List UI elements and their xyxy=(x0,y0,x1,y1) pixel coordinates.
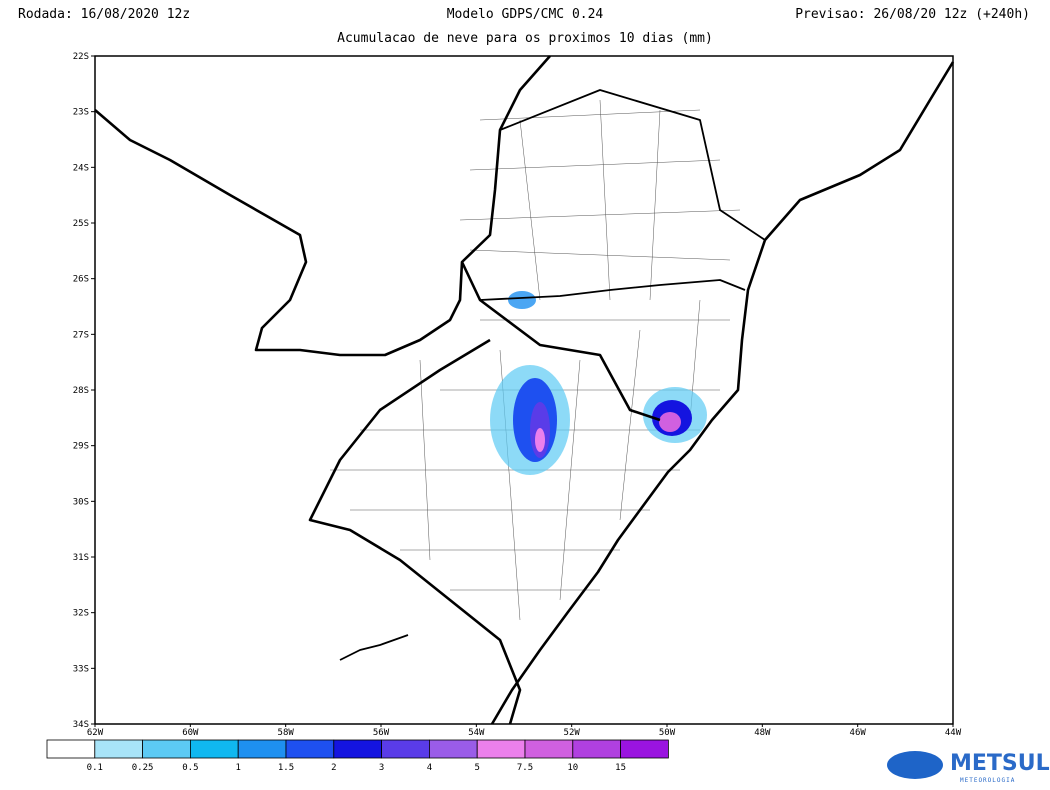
lat-label: 27S xyxy=(73,330,89,340)
lat-label: 23S xyxy=(73,108,89,118)
lon-label: 46W xyxy=(850,728,867,738)
lat-label: 22S xyxy=(73,52,89,62)
forecast-label: Previsao: 26/08/20 12z (+240h) xyxy=(795,7,1030,22)
colorbar-box xyxy=(524,739,574,759)
run-label: Rodada: 16/08/2020 12z xyxy=(18,7,190,22)
state-border xyxy=(479,279,746,301)
lagoon xyxy=(339,634,409,661)
colorbar-box xyxy=(381,739,430,759)
colorbar-box xyxy=(285,739,335,759)
lat-label: 30S xyxy=(73,497,89,507)
snow-area xyxy=(535,428,545,452)
lon-label: 56W xyxy=(373,728,390,738)
lat-label: 33S xyxy=(73,664,89,674)
lon-label: 60W xyxy=(182,728,199,738)
colorbar-box xyxy=(428,739,478,759)
lat-label: 25S xyxy=(73,219,89,229)
colorbar-label: 0.1 xyxy=(87,763,103,773)
snow-area xyxy=(659,412,681,432)
logo-globe xyxy=(887,751,943,779)
colorbar-box xyxy=(620,739,669,759)
snow-area xyxy=(508,291,536,309)
lon-label: 52W xyxy=(564,728,581,738)
colorbar-box xyxy=(142,739,191,759)
colorbar-label: 10 xyxy=(567,763,578,773)
lat-label: 29S xyxy=(73,442,89,452)
logo: METSUL METEOROLOGIA xyxy=(887,751,1050,784)
colorbar-box xyxy=(189,739,239,759)
colorbar-box xyxy=(572,739,621,759)
subtitle: Acumulacao de neve para os proximos 10 d… xyxy=(337,31,713,46)
coastline xyxy=(490,61,955,725)
colorbar-label: 1 xyxy=(235,763,240,773)
lon-label: 44W xyxy=(945,728,962,738)
lon-label: 62W xyxy=(87,728,104,738)
colorbar-box xyxy=(237,739,287,759)
model-label: Modelo GDPS/CMC 0.24 xyxy=(447,7,604,22)
national-border xyxy=(460,261,661,422)
lon-label: 54W xyxy=(468,728,485,738)
lat-label: 28S xyxy=(73,386,89,396)
colorbar-box xyxy=(94,739,144,759)
national-border xyxy=(94,55,551,357)
state-border xyxy=(499,89,766,241)
colorbar-label: 1.5 xyxy=(278,763,294,773)
colorbar-label: 0.5 xyxy=(182,763,198,773)
colorbar-label: 15 xyxy=(615,763,626,773)
lon-label: 58W xyxy=(278,728,295,738)
logo-name: METSUL xyxy=(950,751,1050,776)
lat-label: 26S xyxy=(73,275,89,285)
lon-label: 48W xyxy=(754,728,771,738)
map xyxy=(94,55,955,725)
lat-label: 32S xyxy=(73,609,89,619)
logo-tagline: METEOROLOGIA xyxy=(960,777,1015,784)
national-border xyxy=(308,338,522,725)
lat-label: 34S xyxy=(73,720,89,730)
colorbar-label: 3 xyxy=(379,763,384,773)
colorbar-label: 2 xyxy=(331,763,336,773)
colorbar-box xyxy=(476,739,526,759)
colorbar-box xyxy=(333,739,382,759)
colorbar-label: 7.5 xyxy=(517,763,533,773)
lat-label: 24S xyxy=(73,163,89,173)
lat-label: 31S xyxy=(73,553,89,563)
colorbar-label: 0.25 xyxy=(132,763,154,773)
colorbar-label: 5 xyxy=(474,763,479,773)
lon-label: 50W xyxy=(659,728,676,738)
colorbar-label: 4 xyxy=(427,763,432,773)
colorbar-box xyxy=(46,739,96,759)
